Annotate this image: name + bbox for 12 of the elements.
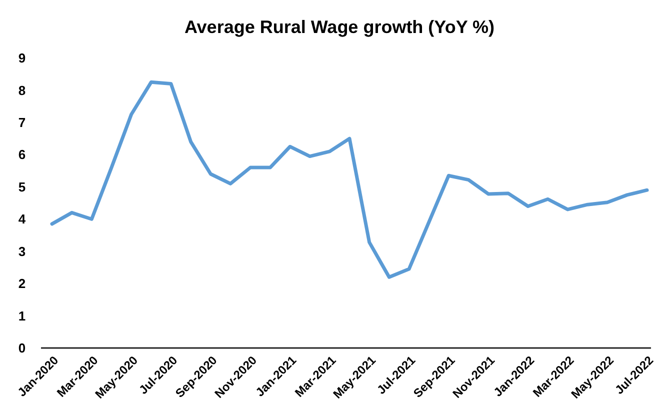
- y-tick-label: 8: [18, 82, 26, 98]
- y-tick-label: 7: [18, 114, 26, 130]
- y-tick-label: 9: [18, 50, 26, 66]
- y-tick-label: 1: [18, 308, 26, 324]
- y-tick-label: 3: [18, 244, 26, 259]
- y-tick-label: 5: [18, 179, 26, 194]
- y-tick-label: 4: [18, 212, 26, 227]
- y-tick-label: 0: [18, 340, 26, 356]
- y-tick-label: 6: [18, 147, 26, 162]
- chart-title: Average Rural Wage growth (YoY %): [184, 17, 495, 37]
- line-series: [50, 80, 649, 279]
- y-tick-label: 2: [18, 276, 26, 292]
